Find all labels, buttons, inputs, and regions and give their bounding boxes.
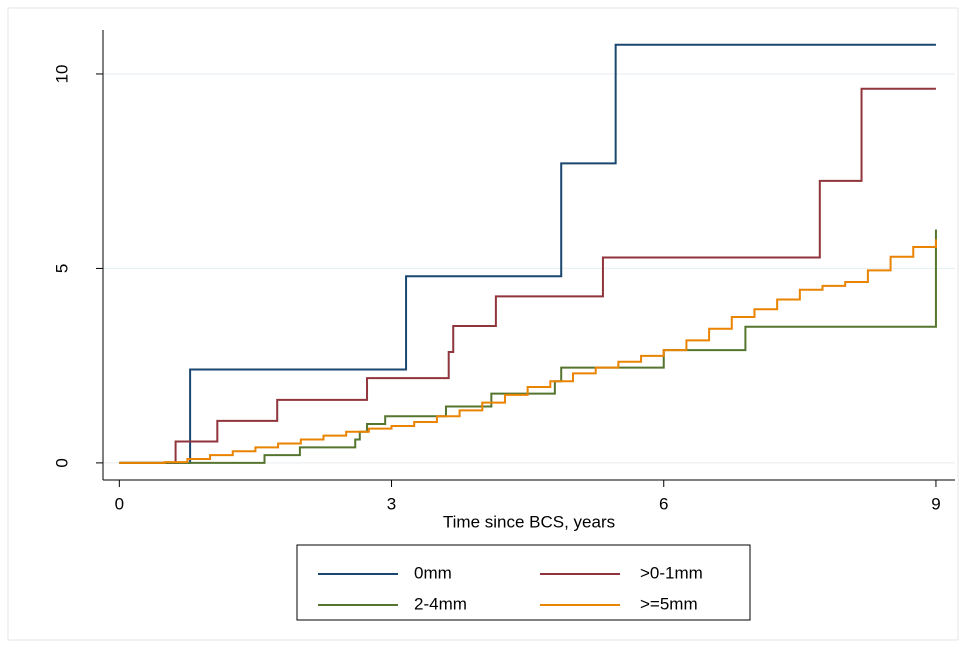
x-axis-title: Time since BCS, years — [443, 512, 615, 531]
series-line — [119, 87, 936, 464]
y-tick-label: 10 — [52, 64, 71, 83]
series-line — [119, 229, 937, 464]
x-tick-label: 9 — [931, 494, 940, 513]
series-line — [119, 43, 936, 464]
x-tick-label: 3 — [387, 494, 396, 513]
legend-box — [296, 544, 751, 621]
series-line — [119, 239, 937, 464]
x-tick-label: 6 — [659, 494, 668, 513]
legend-label: 2-4mm — [414, 594, 467, 613]
y-tick-label: 0 — [52, 458, 71, 467]
legend-label: 0mm — [414, 563, 452, 582]
legend-label: >=5mm — [640, 594, 698, 613]
x-tick-label: 0 — [115, 494, 124, 513]
legend-label: >0-1mm — [640, 563, 703, 582]
y-tick-label: 5 — [52, 264, 71, 273]
outer-frame — [7, 7, 959, 641]
